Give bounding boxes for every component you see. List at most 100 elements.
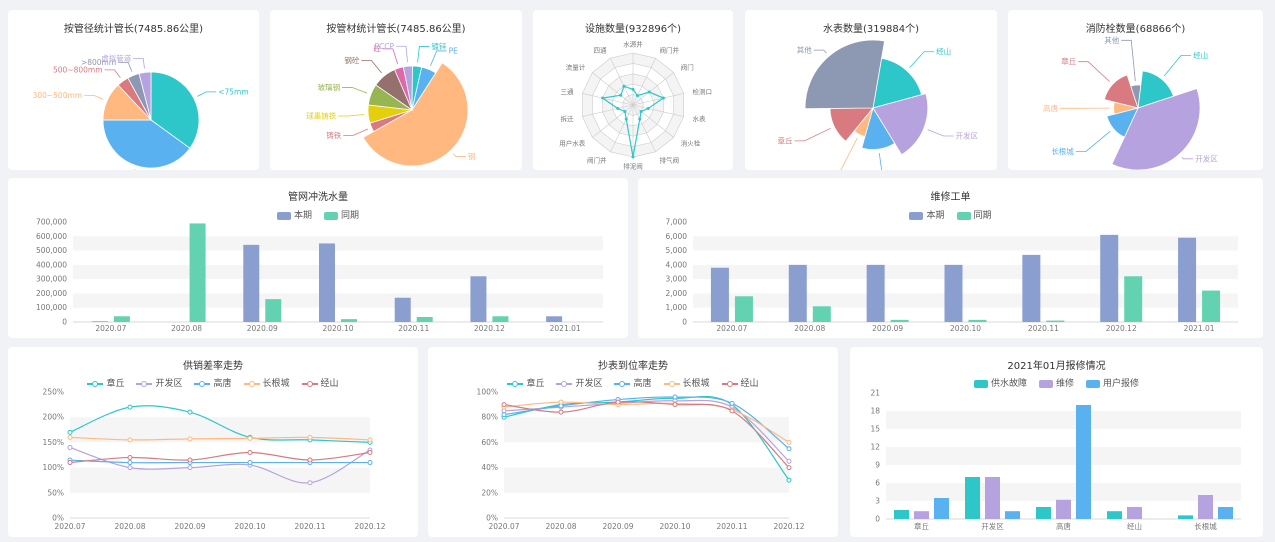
series-point [558,409,564,415]
bar [319,243,335,322]
legend-item[interactable]: 高唐 [194,376,232,389]
y-tick-label: 600,000 [36,232,67,241]
panel-bar-jan: 2021年01月报修情况 供水故障 维修 用户报修 0 3 6 9 12 15 18 21 章丘 开发… [850,347,1263,537]
legend-item[interactable]: 同期 [324,208,359,221]
slice-label: 300~500mm [33,91,83,100]
y-tick-label: 200,000 [36,289,67,298]
legend-label: 开发区 [575,379,603,389]
bar [944,264,963,322]
legend-swatch [956,211,971,220]
y-tick-label: 12 [870,443,880,452]
series-point [307,480,313,486]
x-tick-label: 高唐 [1056,521,1072,531]
legend-item[interactable]: 同期 [956,208,992,221]
bar [1124,276,1143,322]
legend-item[interactable]: 开发区 [556,376,602,389]
bar [265,299,282,322]
legend-item[interactable]: 本期 [909,208,945,221]
legend-item[interactable]: 本期 [276,208,312,221]
bar [1178,237,1197,322]
series-point [786,465,792,471]
legend-item[interactable]: 长根城 [243,376,290,389]
bar [985,477,1000,519]
series-point [67,460,73,466]
legend-label: 供水故障 [990,379,1027,389]
y-tick-label: 7,000 [666,218,688,227]
bar [1218,507,1233,519]
bar [546,316,563,322]
y-tick-label: 5,000 [666,246,688,255]
bar [894,510,909,519]
series-point [187,436,193,442]
label-line [104,69,121,79]
legend-label: 维修 [1055,379,1074,389]
series-point [501,412,507,418]
series-point [307,457,313,463]
legend-item[interactable]: 经山 [721,376,759,389]
y-tick-label: 700,000 [36,218,67,227]
legend-item[interactable]: 用户报修 [1086,376,1139,389]
legend-label: 本期 [926,211,945,221]
x-tick-label: 开发区 [981,521,1004,531]
legend-swatch [243,380,260,388]
radar-axis [610,58,634,106]
grid-band [693,293,1238,308]
legend-swatch [507,380,524,388]
bar [394,297,411,322]
series-point [786,439,792,445]
x-tick-label: 2020.12 [354,522,385,531]
legend-item[interactable]: 章丘 [87,376,124,389]
y-tick-label: 50% [47,488,64,497]
label-line [927,129,954,137]
chart-svg: 0 1,000 2,000 3,000 4,000 5,000 6,000 7,000 2020… [666,218,1238,333]
legend-swatch [1038,379,1053,388]
bar [1100,234,1119,322]
legend-item[interactable]: 维修 [1038,376,1074,389]
panel-pie-material: 按管材统计管长(7485.86公里) PE 钢 铸铁 球墨铸铁 玻璃钢 钢砼 砼 PCCP 镀锌 [270,10,522,170]
series-point [367,449,373,455]
label-line [794,127,831,142]
radar-axis [632,72,674,106]
slice-label: 玻璃钢 [318,82,341,92]
y-tick-label: 100% [43,463,64,472]
radar-label: 水源井 [623,40,643,49]
slice-label: 开发区 [1195,153,1218,163]
bar [710,267,729,322]
legend: 本期 同期 [8,208,628,221]
x-tick-label: 2020.08 [114,522,145,531]
panel-line-a: 供销差率走势 章丘 开发区 高唐 长根城 经山 0% 50% 100% 150% 200% 250… [8,347,418,537]
bar [965,477,980,519]
legend-swatch [276,211,291,220]
bar [1005,511,1020,519]
panel-pie-diameter: 按管径统计管长(7485.86公里) <75mm75~300mm300~500m… [8,10,259,170]
x-tick-label: 2020.11 [716,522,747,531]
legend: 章丘 开发区 高唐 长根城 经山 [8,376,418,389]
legend-label: 高唐 [213,379,232,389]
legend-item[interactable]: 开发区 [136,376,182,389]
y-tick-label: 60% [481,438,498,447]
grid-band [886,447,1241,465]
label-line [118,61,133,72]
legend-item[interactable]: 经山 [301,376,339,389]
legend-swatch [1086,379,1100,388]
legend-item[interactable]: 长根城 [663,376,710,389]
bar [1076,405,1091,519]
series-point [672,394,678,400]
slice-label: 其他 [1104,35,1119,45]
series-point [729,408,735,414]
pie-slice [102,119,191,169]
x-tick-label: 2020.11 [294,522,325,531]
legend-item[interactable]: 章丘 [507,376,544,389]
label-line [430,50,447,66]
bar [341,319,357,322]
label-line [878,153,883,170]
radar-label: 消火栓 [681,139,701,148]
series-line [503,401,790,443]
legend-item[interactable]: 高唐 [614,376,652,389]
legend-item[interactable]: 供水故障 [973,376,1027,389]
slice-label: 经山 [1193,50,1208,60]
label-line [1163,54,1192,77]
x-tick-label: 2021.01 [1184,324,1215,333]
